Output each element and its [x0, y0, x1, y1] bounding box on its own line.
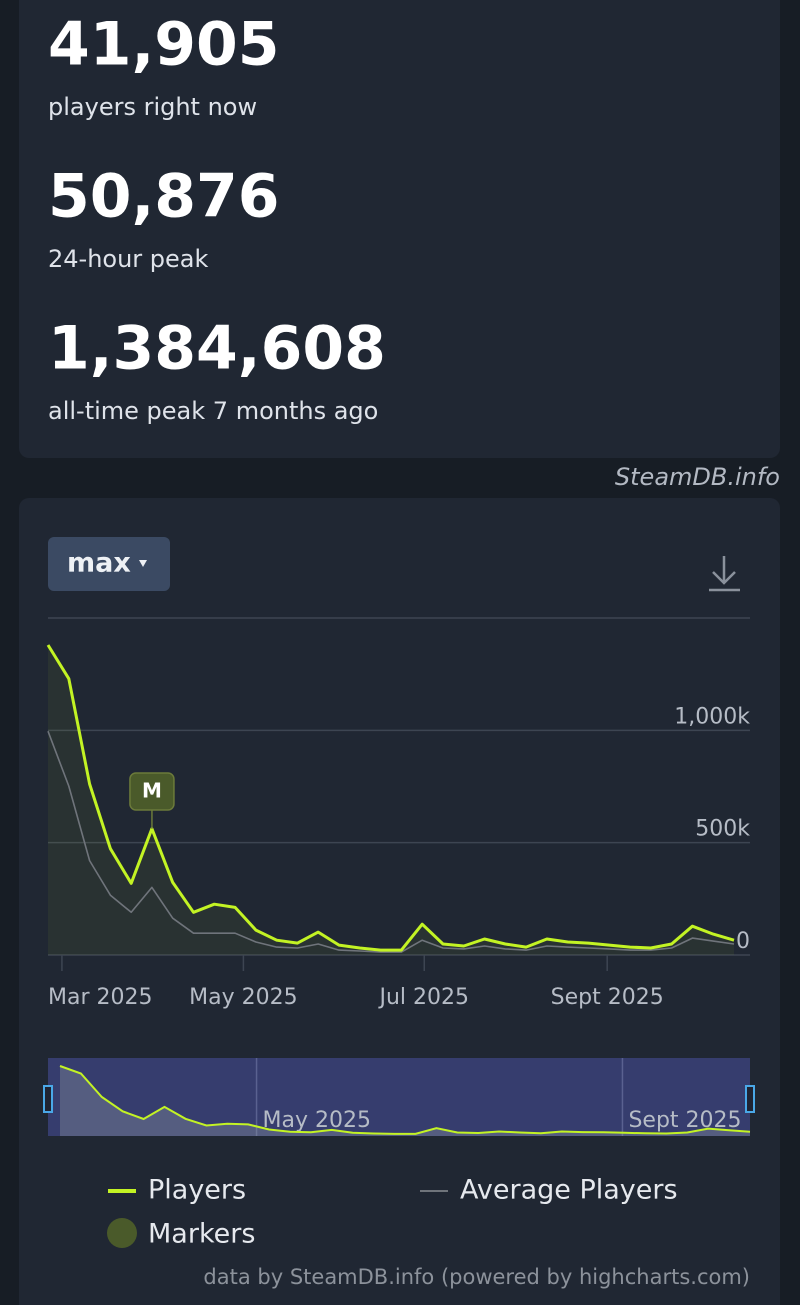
marker-badge [129, 772, 175, 811]
marker-label: M [142, 779, 162, 803]
stat-label: players right now [48, 93, 257, 121]
download-button[interactable] [709, 556, 740, 592]
navigator[interactable] [48, 1058, 750, 1136]
x-tick-label: May 2025 [189, 985, 297, 1010]
y-tick-label: 1,000k [674, 704, 750, 729]
stat-value: 41,905 [48, 10, 280, 80]
range-button[interactable]: max [48, 537, 170, 591]
navigator-handle[interactable] [43, 1085, 53, 1113]
series-line [47, 730, 735, 953]
credit-link[interactable]: SteamDB.info [615, 463, 780, 491]
navigator-area [60, 1066, 750, 1136]
stat-value: 50,876 [48, 162, 280, 232]
y-tick-label: 500k [695, 817, 750, 842]
stat-value: 1,384,608 [48, 314, 386, 384]
navigator-label: May 2025 [263, 1108, 371, 1133]
legend-swatch [107, 1218, 137, 1248]
footer-credit: data by SteamDB.info (powered by highcha… [203, 1265, 750, 1289]
area-fill [48, 645, 734, 955]
navigator-handle[interactable] [745, 1085, 755, 1113]
x-tick-label: Mar 2025 [48, 985, 153, 1010]
legend-label: Markers [148, 1219, 255, 1250]
legend-label: Players [148, 1175, 246, 1206]
series-line [46, 644, 735, 952]
stat-label: all-time peak 7 months ago [48, 397, 378, 425]
legend-label: Average Players [460, 1175, 678, 1206]
stat-label: 24-hour peak [48, 245, 209, 273]
button-label: max [67, 548, 131, 579]
x-tick-label: Jul 2025 [377, 985, 469, 1010]
navigator-line [59, 1065, 751, 1135]
download-icon [709, 556, 740, 592]
dropdown-arrow [139, 560, 147, 567]
x-tick-label: Sept 2025 [551, 985, 664, 1010]
button-bg [48, 537, 170, 591]
y-tick-label: 0 [736, 929, 750, 954]
stats-card [19, 0, 780, 458]
